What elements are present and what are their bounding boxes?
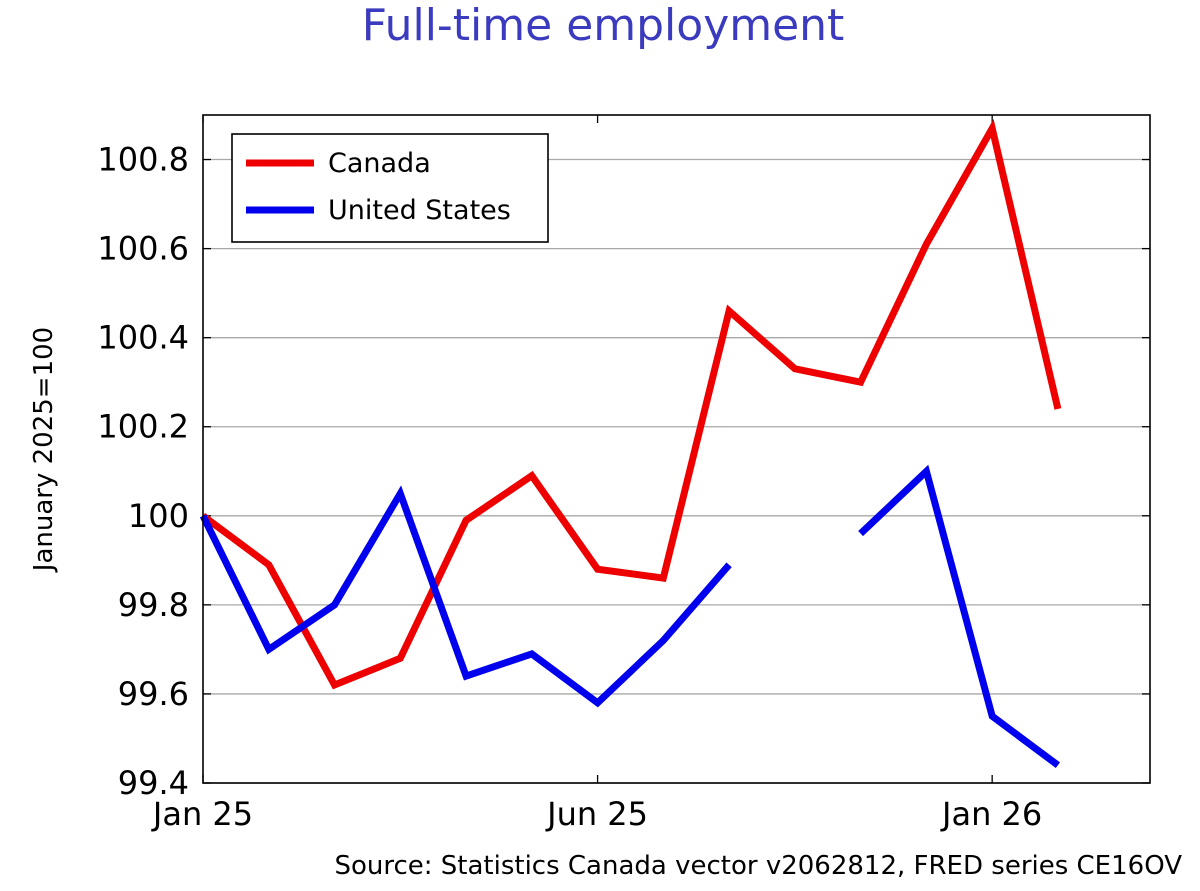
x-tick-label: Jun 25 bbox=[545, 795, 648, 833]
y-tick-label: 99.4 bbox=[118, 764, 189, 802]
legend-label-canada: Canada bbox=[328, 148, 431, 179]
y-axis-label: January 2025=100 bbox=[29, 327, 59, 573]
chart-title: Full-time employment bbox=[362, 0, 845, 51]
grid-layer bbox=[202, 115, 1150, 784]
series-line-united-states bbox=[199, 464, 1060, 769]
legend-entries: Canada United States bbox=[246, 148, 511, 226]
x-tick-labels: Jan 25 Jun 25 Jan 26 bbox=[151, 795, 1042, 833]
y-tick-label: 100.4 bbox=[97, 319, 189, 357]
plot-frame bbox=[202, 114, 1151, 784]
y-tick-label: 100.8 bbox=[97, 141, 189, 179]
legend-label-united-states: United States bbox=[328, 195, 511, 226]
y-tick-label: 100.6 bbox=[97, 230, 189, 268]
x-tick-label: Jan 26 bbox=[940, 795, 1042, 833]
series-layer bbox=[199, 118, 1062, 769]
y-tick-labels: 99.4 99.6 99.8 100 100.2 100.4 100.6 100.8 bbox=[97, 141, 189, 802]
y-tick-label: 99.6 bbox=[118, 675, 189, 713]
legend-box bbox=[231, 133, 549, 243]
y-tick-label: 100.2 bbox=[97, 408, 189, 446]
legend: Canada United States bbox=[231, 133, 549, 243]
y-tick-label: 99.8 bbox=[118, 586, 189, 624]
y-tick-label: 100 bbox=[128, 497, 189, 535]
source-note: Source: Statistics Canada vector v206281… bbox=[334, 851, 1182, 881]
series-line-canada bbox=[200, 118, 1062, 690]
x-tick-label: Jan 25 bbox=[151, 795, 253, 833]
